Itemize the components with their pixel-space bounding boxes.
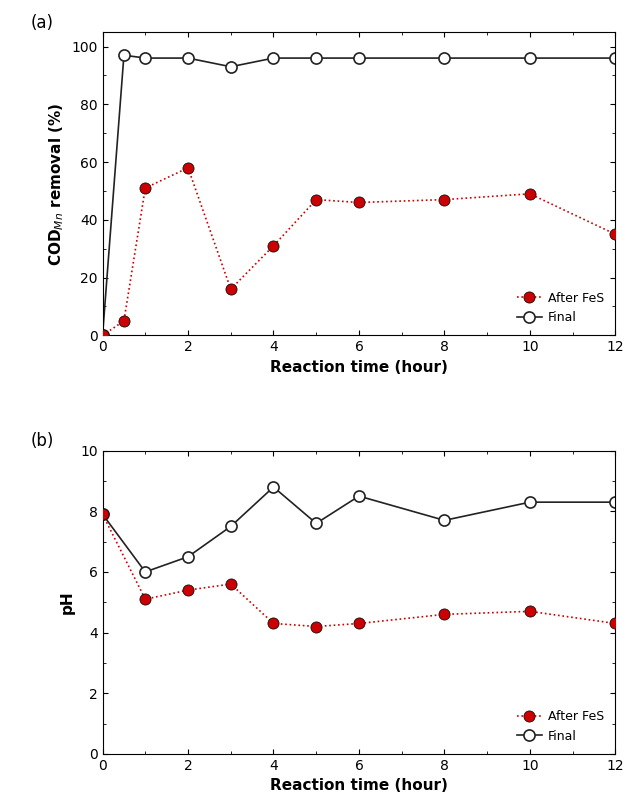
After FeS: [526, 606, 534, 616]
Final: [312, 519, 320, 529]
Line: After FeS: After FeS: [97, 508, 621, 632]
Y-axis label: COD$_{Mn}$ removal (%): COD$_{Mn}$ removal (%): [47, 102, 66, 265]
After FeS: [270, 618, 278, 628]
After FeS: [612, 229, 619, 239]
Final: [142, 53, 149, 63]
After FeS: [526, 189, 534, 199]
Final: [355, 492, 363, 501]
Y-axis label: pH: pH: [60, 590, 74, 614]
After FeS: [270, 241, 278, 251]
Final: [99, 509, 106, 519]
Final: [270, 53, 278, 63]
X-axis label: Reaction time (hour): Reaction time (hour): [270, 360, 448, 375]
Legend: After FeS, Final: After FeS, Final: [512, 287, 609, 329]
Text: (b): (b): [31, 432, 54, 451]
After FeS: [99, 509, 106, 519]
Final: [142, 567, 149, 577]
After FeS: [355, 197, 363, 207]
Final: [120, 51, 128, 60]
Final: [312, 53, 320, 63]
Final: [440, 53, 448, 63]
Final: [440, 516, 448, 525]
After FeS: [440, 610, 448, 619]
After FeS: [227, 579, 235, 589]
After FeS: [184, 585, 192, 595]
Line: Final: Final: [97, 50, 621, 341]
X-axis label: Reaction time (hour): Reaction time (hour): [270, 778, 448, 793]
Legend: After FeS, Final: After FeS, Final: [512, 706, 609, 747]
After FeS: [312, 622, 320, 631]
After FeS: [142, 183, 149, 192]
After FeS: [355, 618, 363, 628]
After FeS: [312, 195, 320, 205]
Final: [270, 482, 278, 492]
Final: [526, 53, 534, 63]
Final: [355, 53, 363, 63]
Final: [227, 62, 235, 71]
Text: (a): (a): [31, 14, 54, 32]
Final: [612, 53, 619, 63]
Final: [612, 497, 619, 507]
Final: [184, 53, 192, 63]
Final: [227, 521, 235, 531]
After FeS: [440, 195, 448, 205]
Final: [184, 552, 192, 561]
Final: [99, 330, 106, 340]
Final: [526, 497, 534, 507]
After FeS: [227, 285, 235, 294]
After FeS: [184, 163, 192, 172]
After FeS: [99, 330, 106, 340]
After FeS: [120, 316, 128, 326]
After FeS: [612, 618, 619, 628]
Line: After FeS: After FeS: [97, 162, 621, 341]
After FeS: [142, 594, 149, 604]
Line: Final: Final: [97, 481, 621, 577]
